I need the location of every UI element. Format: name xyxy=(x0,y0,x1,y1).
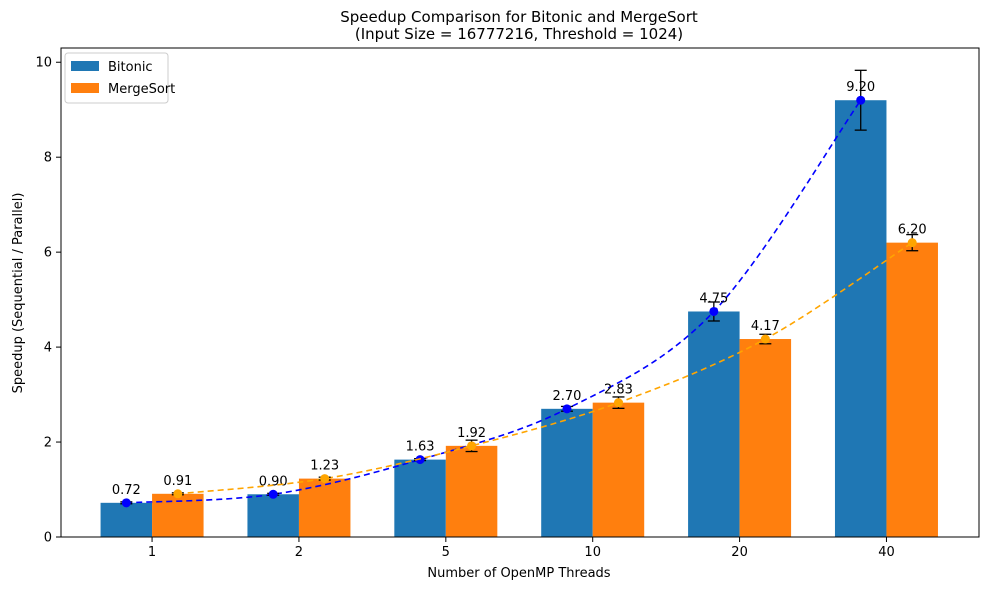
marker-mergesort-40 xyxy=(907,238,917,248)
y-tick-label: 6 xyxy=(44,246,52,261)
bar-mergesort-40 xyxy=(886,242,938,537)
bar-mergesort-10 xyxy=(592,402,645,537)
data-label-bitonic-10: 2.70 xyxy=(552,389,581,404)
data-label-bitonic-1: 0.72 xyxy=(112,483,141,498)
bar-bitonic-2 xyxy=(247,494,299,537)
y-tick-label: 4 xyxy=(44,341,52,356)
bar-bitonic-1 xyxy=(100,502,153,537)
data-label-bitonic-2: 0.90 xyxy=(259,474,288,489)
marker-bitonic-2 xyxy=(268,489,278,499)
x-tick-label: 1 xyxy=(148,545,156,560)
bar-bitonic-10 xyxy=(541,408,593,537)
marker-mergesort-20 xyxy=(760,334,770,344)
y-tick-label: 10 xyxy=(35,56,52,71)
marker-mergesort-1 xyxy=(173,489,183,499)
marker-mergesort-2 xyxy=(320,474,330,484)
data-label-bitonic-5: 1.63 xyxy=(406,440,435,455)
plot-area: 0.72 0.90 1.63 2.70 4.75 9.20 0.91 1.23 1.92 2.83… xyxy=(35,47,980,560)
trend-line-mergesort xyxy=(177,241,913,495)
bar-mergesort-1 xyxy=(152,493,204,537)
data-label-mergesort-2: 1.23 xyxy=(310,459,339,474)
bar-mergesort-2 xyxy=(298,478,351,537)
x-axis-label: Number of OpenMP Threads xyxy=(427,566,610,581)
y-tick-label: 2 xyxy=(44,436,52,451)
marker-bitonic-40 xyxy=(856,95,866,105)
bar-mergesort-5 xyxy=(445,445,498,537)
x-tick-label: 2 xyxy=(295,545,303,560)
x-tick-label: 10 xyxy=(584,545,601,560)
bar-bitonic-40 xyxy=(834,100,887,537)
chart-subtitle: (Input Size = 16777216, Threshold = 1024… xyxy=(355,25,683,43)
trend-line-bitonic xyxy=(126,99,862,504)
marker-bitonic-10 xyxy=(562,404,572,414)
bar-bitonic-20 xyxy=(688,311,740,537)
marker-bitonic-20 xyxy=(709,306,719,316)
y-tick-label: 8 xyxy=(44,151,52,166)
data-label-bitonic-20: 4.75 xyxy=(699,291,728,306)
legend-label-mergesort: MergeSort xyxy=(108,82,175,97)
data-label-mergesort-40: 6.20 xyxy=(898,223,927,238)
data-label-mergesort-5: 1.92 xyxy=(457,426,486,441)
x-tick-label: 20 xyxy=(731,545,748,560)
plot-frame xyxy=(60,47,980,538)
legend-swatch-bitonic xyxy=(71,61,99,71)
data-label-mergesort-10: 2.83 xyxy=(604,383,633,398)
marker-mergesort-10 xyxy=(613,398,623,408)
marker-bitonic-1 xyxy=(121,498,131,508)
marker-mergesort-5 xyxy=(467,441,477,451)
x-tick-label: 40 xyxy=(878,545,895,560)
data-label-mergesort-1: 0.91 xyxy=(163,474,192,489)
legend-label-bitonic: Bitonic xyxy=(108,60,153,75)
bar-bitonic-5 xyxy=(394,459,446,537)
y-axis-label: Speedup (Sequential / Parallel) xyxy=(11,193,26,394)
legend: Bitonic MergeSort xyxy=(64,52,175,104)
y-tick-label: 0 xyxy=(44,531,52,546)
x-tick-label: 5 xyxy=(442,545,450,560)
data-label-mergesort-20: 4.17 xyxy=(751,319,780,334)
chart-title: Speedup Comparison for Bitonic and Merge… xyxy=(340,8,698,26)
legend-swatch-mergesort xyxy=(71,83,99,93)
data-label-bitonic-40: 9.20 xyxy=(846,80,875,95)
bar-mergesort-20 xyxy=(739,339,792,537)
